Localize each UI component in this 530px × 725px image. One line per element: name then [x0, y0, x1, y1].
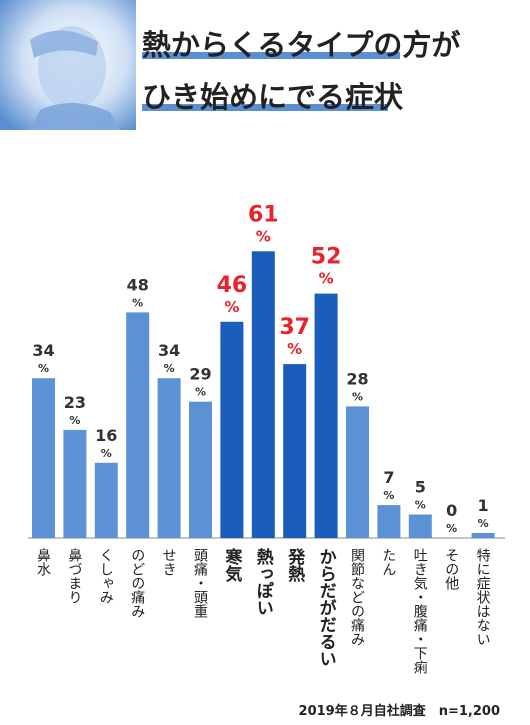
category-label-9: からだがだるい	[315, 548, 336, 667]
percent-sign-4: %	[164, 362, 175, 375]
survey-footnote: 2019年８月自社調査 n=1,200	[298, 704, 500, 719]
category-label-4: せき	[160, 548, 177, 576]
bar-6	[220, 321, 244, 538]
category-label-5: 頭痛・頭重	[192, 548, 208, 618]
bar-1	[63, 429, 87, 538]
value-label-0: 34	[32, 341, 54, 360]
value-label-11: 7	[383, 468, 394, 487]
category-label-8: 発熱	[284, 548, 305, 582]
value-label-12: 5	[415, 478, 426, 497]
percent-sign-2: %	[101, 447, 112, 460]
category-label-10: 関節などの痛み	[349, 548, 365, 646]
category-label-13: その他	[443, 548, 460, 590]
value-label-1: 23	[64, 393, 86, 412]
bar-2	[94, 462, 118, 538]
category-label-14: 特に症状はない	[474, 548, 491, 646]
percent-sign-7: %	[256, 227, 271, 245]
bar-0	[32, 378, 55, 538]
percent-sign-9: %	[319, 270, 334, 288]
value-label-7: 61	[248, 202, 279, 227]
bar-10	[346, 406, 369, 538]
percent-sign-14: %	[478, 517, 489, 530]
title-underline	[142, 52, 400, 59]
percent-sign-5: %	[195, 386, 206, 399]
category-label-7: 熱っぽい	[252, 548, 273, 616]
bar-12	[408, 514, 432, 538]
value-label-9: 52	[311, 245, 342, 270]
bar-5	[189, 401, 212, 538]
percent-sign-8: %	[287, 340, 302, 358]
value-label-14: 1	[478, 496, 489, 515]
bar-4	[157, 378, 181, 538]
percent-sign-0: %	[38, 362, 49, 375]
headache-person-photo	[0, 0, 136, 130]
value-label-5: 29	[189, 365, 211, 384]
value-label-10: 28	[346, 369, 368, 388]
bar-9	[314, 293, 338, 538]
percent-sign-10: %	[352, 390, 363, 403]
category-label-3: のどの痛み	[129, 548, 146, 618]
title-line-2: ひき始めにでる症状	[142, 80, 404, 114]
percent-sign-1: %	[69, 414, 80, 427]
bar-11	[377, 505, 401, 538]
value-label-3: 48	[127, 275, 149, 294]
percent-sign-11: %	[383, 489, 394, 502]
percent-sign-3: %	[132, 296, 143, 309]
category-label-12: 吐き気・腹痛・下痢	[411, 548, 428, 674]
category-label-0: 鼻水	[35, 548, 51, 576]
title-line-1: 熱からくるタイプの方が	[142, 28, 461, 62]
value-label-6: 46	[217, 273, 248, 298]
category-label-1: 鼻づまり	[66, 548, 83, 604]
bar-8	[283, 364, 307, 538]
category-label-6: 寒気	[221, 548, 242, 582]
value-label-4: 34	[158, 341, 180, 360]
value-label-13: 0	[446, 501, 457, 520]
bar-3	[126, 312, 150, 538]
value-label-2: 16	[95, 426, 117, 445]
percent-sign-13: %	[446, 522, 457, 535]
percent-sign-12: %	[415, 499, 426, 512]
bar-14	[471, 533, 495, 538]
category-label-11: たん	[380, 548, 397, 576]
category-label-2: くしゃみ	[97, 548, 114, 604]
title-underline	[142, 104, 388, 111]
bar-7	[251, 251, 275, 539]
value-label-8: 37	[279, 315, 310, 340]
percent-sign-6: %	[224, 298, 239, 316]
